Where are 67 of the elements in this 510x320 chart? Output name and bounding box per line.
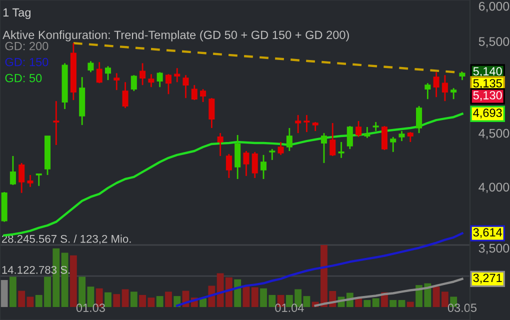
candlestick	[364, 126, 370, 139]
candlestick	[407, 131, 414, 143]
data-label: 4,693	[473, 108, 502, 118]
candlestick	[88, 60, 94, 73]
candlestick	[381, 125, 388, 151]
candlestick	[226, 153, 232, 179]
candlestick	[191, 84, 198, 101]
candlestick	[252, 151, 258, 179]
data-label: 3,614	[473, 228, 502, 238]
candlestick	[165, 73, 172, 95]
candlestick	[295, 114, 302, 134]
candlestick	[320, 132, 327, 164]
candlestick	[424, 82, 431, 100]
candlestick	[18, 162, 25, 194]
candlestick	[122, 81, 128, 109]
candlestick	[36, 173, 42, 187]
candlestick	[114, 72, 120, 91]
text: GD: 200	[5, 42, 48, 50]
candlestick	[338, 141, 344, 159]
candlestick	[330, 122, 336, 157]
candlestick	[148, 73, 154, 88]
text: 1 Tag	[3, 8, 30, 20]
annotation: 5,130	[473, 91, 502, 101]
y-tick-label: 4,000	[478, 182, 510, 194]
x-tick-label: 03.05	[448, 304, 476, 312]
y-tick-label: 4,500	[478, 128, 510, 140]
candlestick	[156, 71, 163, 88]
candlestick	[53, 100, 60, 146]
candlestick	[260, 154, 267, 180]
ref-line-label: 28.245.567 S. / 123,2 Mio.	[2, 234, 131, 244]
candlestick	[130, 74, 137, 92]
candlestick	[304, 114, 310, 133]
candlestick	[356, 120, 362, 138]
candlestick	[243, 150, 250, 177]
candlestick	[286, 127, 292, 152]
candlestick	[234, 134, 241, 180]
y-tick-label: 6,000	[478, 2, 510, 12]
candlestick	[208, 97, 215, 129]
candlestick	[433, 71, 440, 98]
y-tick-label: 5,500	[478, 37, 510, 48]
data-label: 3,271	[473, 274, 502, 284]
candlestick	[450, 87, 457, 100]
candlestick	[442, 74, 448, 102]
candlestick	[312, 121, 318, 132]
ref-line-label: 14.122.783 S.	[2, 266, 70, 274]
y-tick-label: 3,500	[478, 244, 510, 254]
candlestick	[390, 136, 396, 153]
candlestick	[104, 65, 112, 81]
candlestick	[140, 62, 146, 86]
candlestick	[398, 130, 405, 142]
annotation: 5,140	[473, 67, 502, 77]
text: GD: 50	[5, 74, 42, 82]
candlestick	[174, 67, 180, 83]
candlestick	[372, 121, 379, 132]
candlestick	[200, 88, 206, 103]
candlestick	[416, 105, 422, 134]
text: GD: 150	[5, 58, 48, 66]
candlestick	[217, 132, 224, 157]
text: Aktive Konfiguration: Trend-Template (GD 50 + GD 150 + GD 200)	[2, 30, 349, 42]
candlestick	[182, 74, 189, 99]
candlestick	[269, 148, 276, 161]
data-label: 5,135	[473, 79, 502, 89]
candlestick	[27, 174, 34, 188]
candlestick	[10, 155, 16, 186]
candlestick	[278, 141, 284, 156]
candlestick	[96, 61, 102, 84]
candlestick	[346, 125, 353, 150]
